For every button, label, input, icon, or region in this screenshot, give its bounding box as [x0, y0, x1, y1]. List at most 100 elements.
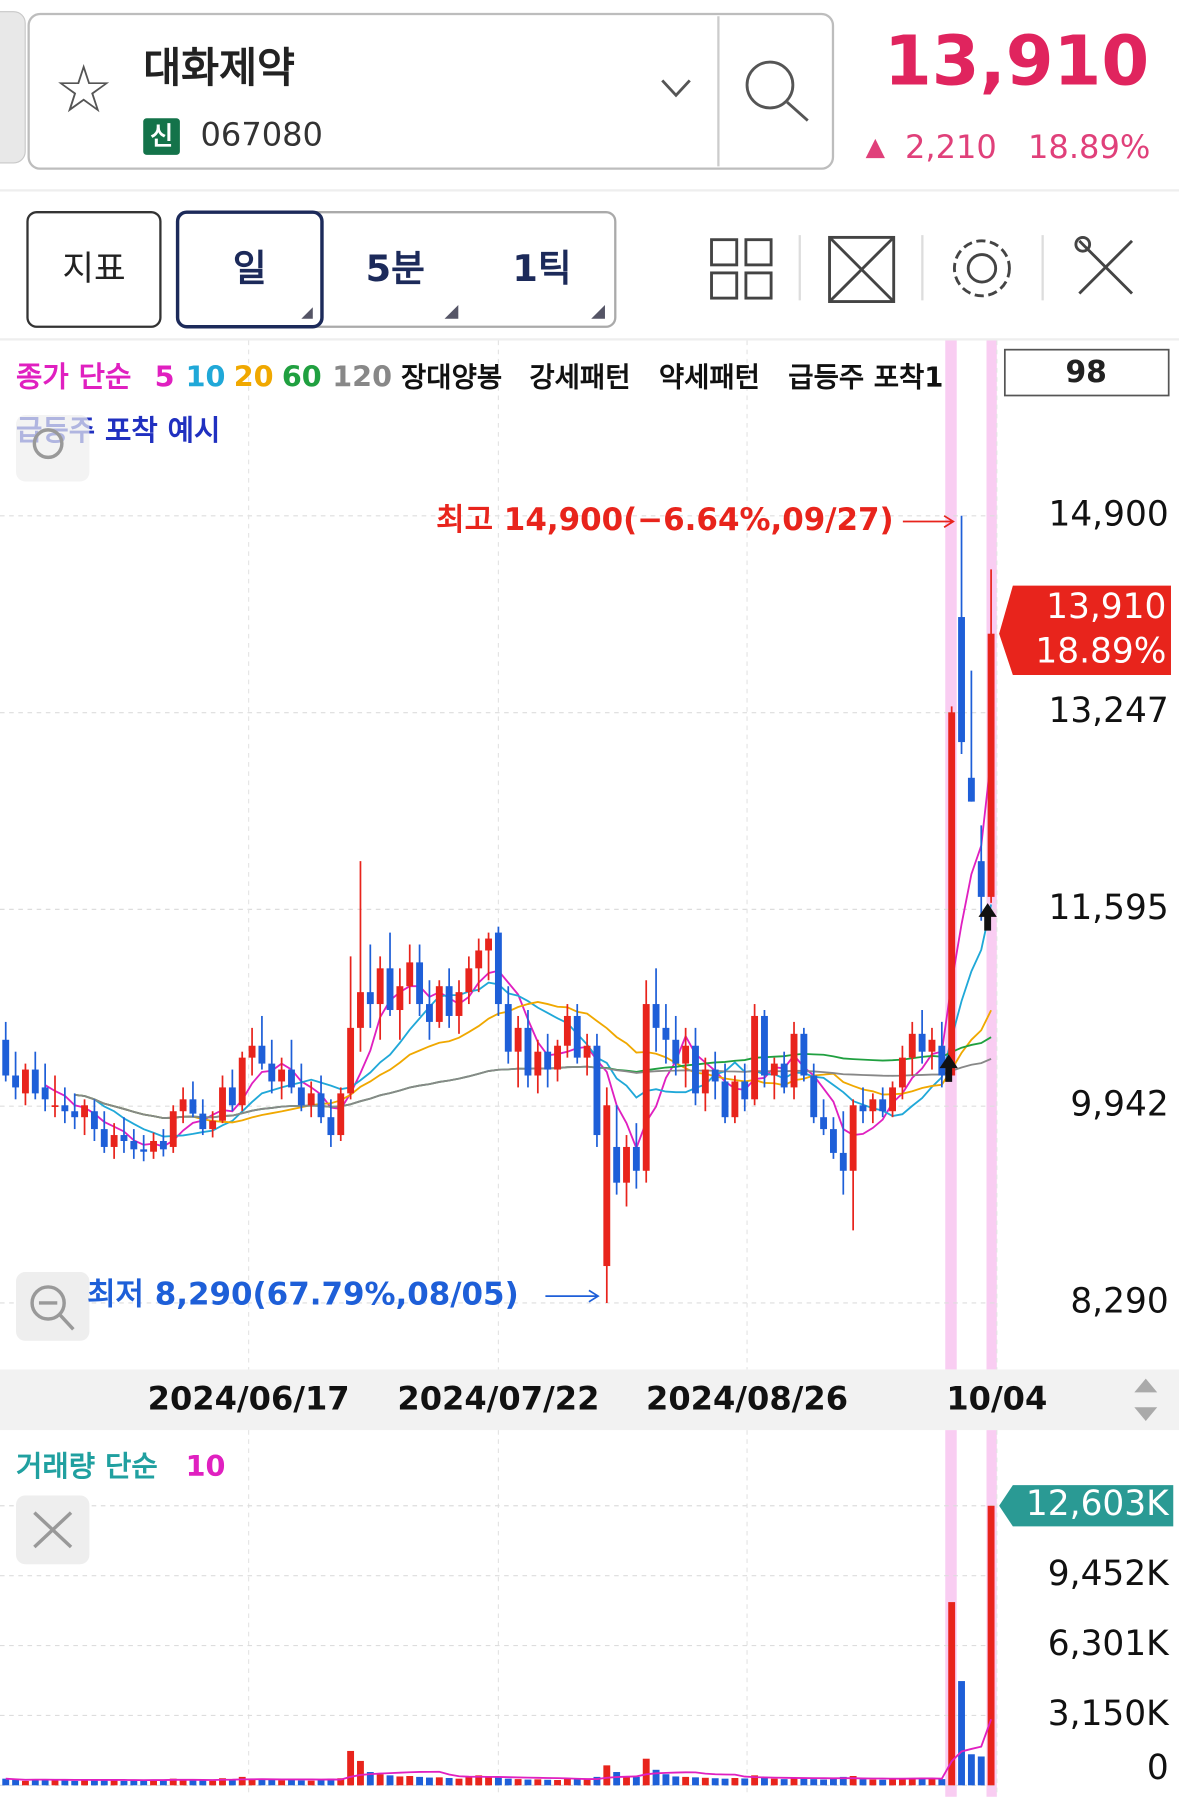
volume-bar — [859, 1779, 867, 1786]
candle-body — [100, 1129, 108, 1147]
signal-arrow — [978, 903, 997, 931]
indicator-btn[interactable] — [26, 211, 162, 328]
candle-body — [2, 1039, 10, 1076]
volume-bar — [169, 1778, 177, 1786]
volume-bar — [110, 1779, 118, 1786]
candle-body — [554, 1045, 561, 1070]
candle-body — [268, 1063, 276, 1082]
date-axis-band — [0, 1369, 1179, 1431]
candle-body — [386, 968, 394, 1011]
stock-selector[interactable] — [27, 12, 835, 170]
candle-body — [130, 1141, 138, 1150]
scroll-arrows[interactable] — [1134, 1378, 1158, 1421]
price-change: 2,210 — [905, 128, 997, 166]
favorite-star[interactable]: ☆ — [54, 50, 114, 128]
volume-bar — [524, 1779, 532, 1786]
volume-bar — [554, 1780, 561, 1786]
candle-body — [701, 1069, 709, 1094]
candle-body — [140, 1149, 148, 1152]
volume-bar — [514, 1779, 522, 1786]
candle-body — [209, 1120, 217, 1130]
volume-bar — [238, 1776, 246, 1786]
y-tick-label: 14,900 — [1048, 494, 1168, 534]
candle-body — [958, 617, 965, 743]
volume-tick-label: 0 — [1147, 1748, 1169, 1788]
volume-bar — [258, 1779, 266, 1786]
change-pct: 18.89% — [1028, 128, 1150, 166]
ma-line — [74, 1001, 992, 1124]
period-label[interactable]: 1틱 — [512, 247, 571, 290]
candle-body — [81, 1105, 88, 1118]
ma-line — [44, 757, 993, 1151]
volume-bar — [593, 1776, 601, 1786]
candle-body — [396, 986, 404, 1011]
volume-bar — [494, 1776, 502, 1786]
volume-bar — [987, 1505, 995, 1786]
legend-ma: 60 — [282, 359, 322, 393]
volume-tick-label: 6,301K — [1048, 1624, 1170, 1664]
volume-bar — [928, 1778, 936, 1786]
volume-bar — [573, 1779, 581, 1786]
volume-bar — [150, 1779, 157, 1786]
corner-marks — [301, 304, 605, 319]
volume-bar — [81, 1779, 88, 1786]
zoom-handle — [58, 1313, 75, 1331]
dropdown[interactable] — [661, 79, 691, 98]
search-handle — [786, 101, 809, 122]
candle-body — [859, 1105, 867, 1112]
volume-bar — [248, 1778, 256, 1786]
volume-bar — [603, 1765, 611, 1786]
search-icon[interactable] — [745, 60, 795, 110]
candle-body — [810, 1075, 818, 1118]
candle-body — [347, 1027, 355, 1094]
volume-bar — [731, 1778, 739, 1786]
volume-bar — [977, 1756, 985, 1786]
candle-body — [967, 777, 975, 802]
zoom-in[interactable] — [16, 414, 90, 482]
volume-bar — [278, 1780, 286, 1786]
candle-body — [761, 1015, 768, 1076]
candle-body — [928, 1039, 936, 1052]
legend-ma: 10 — [186, 359, 226, 393]
candle-body — [938, 1045, 946, 1076]
legend-pattern: 강세패턴 — [529, 361, 630, 393]
candle-body — [357, 992, 364, 1028]
volume-bar — [228, 1779, 236, 1786]
volume-bar — [849, 1776, 857, 1786]
candle-body — [258, 1045, 266, 1064]
plot — [2, 515, 995, 1786]
candle-body — [199, 1113, 207, 1130]
volume-bar — [869, 1779, 877, 1786]
period-day[interactable] — [175, 210, 324, 329]
candle-body — [494, 932, 502, 1005]
volume-ma — [5, 1718, 992, 1782]
zoom-out[interactable] — [16, 1272, 90, 1341]
candle-body — [475, 950, 483, 969]
volume-ma-period: 10 — [186, 1449, 226, 1483]
candle-body — [977, 861, 985, 897]
volume-bar — [761, 1776, 768, 1786]
volume-bar — [406, 1776, 414, 1786]
volume-bar — [61, 1780, 69, 1786]
candle-body — [416, 962, 424, 1005]
candle-body — [31, 1069, 39, 1094]
volume-bar — [219, 1778, 226, 1786]
toolbar-icons[interactable] — [710, 235, 1134, 303]
volume-bar — [563, 1778, 571, 1786]
period-label[interactable]: 5분 — [366, 247, 425, 290]
low-note: 최저 8,290(67.79%,08/05) — [87, 1277, 519, 1313]
candle-body — [544, 1051, 552, 1070]
volume-bar — [386, 1775, 394, 1786]
volume-bar — [425, 1777, 433, 1786]
candle-body — [61, 1105, 69, 1112]
candle-body — [623, 1146, 630, 1183]
candle-body — [534, 1051, 542, 1076]
volume-bar — [445, 1778, 453, 1786]
candle-body — [12, 1075, 20, 1088]
volume-bar — [327, 1778, 335, 1786]
candle-body — [632, 1146, 640, 1171]
volume-bar — [435, 1777, 443, 1786]
candle-body — [987, 633, 995, 897]
candle-body — [692, 1045, 699, 1094]
candle-body — [790, 1033, 798, 1088]
